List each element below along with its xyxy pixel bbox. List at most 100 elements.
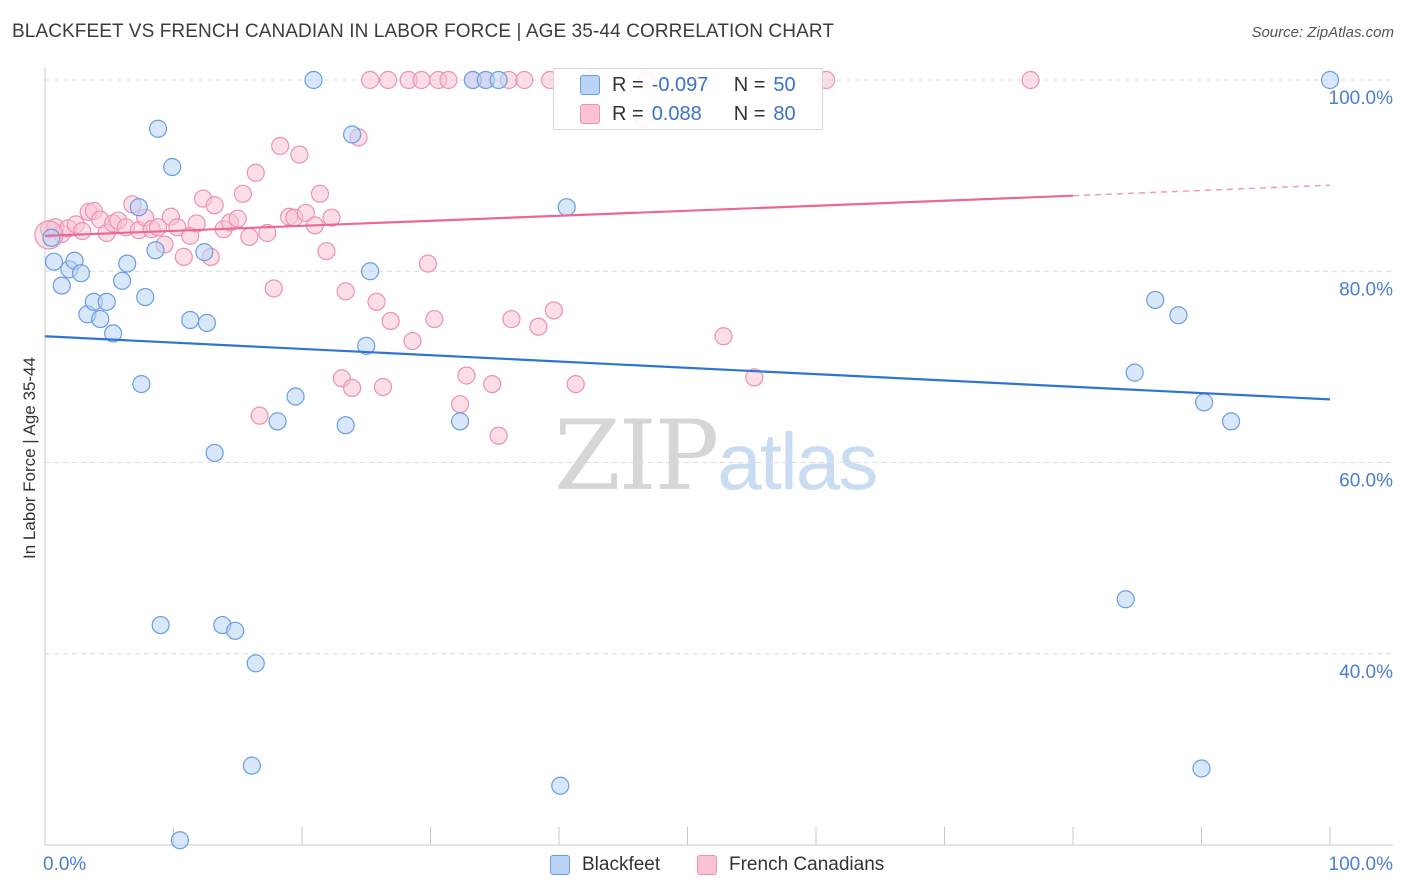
french-canadians-point: [361, 70, 380, 90]
french-canadians-point: [483, 374, 502, 394]
blackfeet-point: [163, 157, 182, 177]
blackfeet-point: [1125, 363, 1144, 382]
french-canadians-point: [515, 70, 534, 90]
blackfeet-point: [557, 198, 576, 217]
r-value: 0.088: [651, 102, 702, 125]
french-canadians-point: [425, 309, 444, 329]
french-canadians-point: [264, 279, 283, 298]
french-canadians-point: [502, 309, 521, 329]
watermark: ZIPatlas: [554, 400, 878, 512]
french-canadians-trend-line: [44, 194, 1074, 237]
french-canadians-trend-extension: [1072, 184, 1331, 197]
french-canadians-point: [457, 366, 476, 385]
blackfeet-point: [148, 119, 168, 138]
blackfeet-point: [97, 292, 116, 311]
r-label: R =: [612, 102, 644, 125]
blackfeet-point: [132, 374, 151, 394]
french-canadians-point: [322, 208, 341, 227]
french-canadians-point: [246, 163, 265, 182]
y-tick-label: 60.0%: [1339, 471, 1393, 492]
blackfeet-point: [181, 310, 200, 330]
french-canadians-point: [271, 136, 290, 156]
blackfeet-point: [1192, 759, 1211, 778]
blackfeet-point: [205, 443, 224, 463]
blackfeet-point: [118, 254, 137, 273]
french-canadians-point: [296, 203, 315, 223]
blackfeet-points: [42, 70, 1340, 850]
blackfeet-swatch: [550, 855, 570, 875]
blackfeet-point: [242, 756, 261, 775]
n-label: N =: [733, 73, 766, 96]
french-canadians-point: [310, 184, 330, 203]
legend-item-blackfeet[interactable]: Blackfeet: [550, 852, 660, 878]
french-canadians-point: [343, 378, 362, 398]
french-canadians-point: [317, 242, 336, 261]
blackfeet-point: [52, 276, 71, 295]
french-canadians-point: [544, 301, 563, 320]
stats-row-blackfeet: R = -0.097 N = 50: [554, 70, 796, 100]
legend-label: French Canadians: [729, 854, 885, 875]
french-canadians-swatch: [697, 855, 717, 875]
stats-legend: R = -0.097 N = 50 R = 0.088 N = 80: [553, 68, 823, 130]
legend-item-french-canadians[interactable]: French Canadians: [697, 852, 884, 878]
blackfeet-point: [104, 324, 123, 343]
n-label: N =: [733, 102, 766, 125]
french-canadians-swatch: [580, 104, 600, 124]
blackfeet-swatch: [580, 75, 600, 95]
watermark-zip: ZIP: [554, 400, 719, 512]
blackfeet-point: [1194, 393, 1214, 412]
blackfeet-point: [91, 309, 110, 329]
blackfeet-point: [1146, 290, 1165, 310]
y-tick-label: 40.0%: [1339, 662, 1393, 683]
french-canadians-point: [367, 292, 386, 311]
y-tick-label: 80.0%: [1339, 279, 1393, 300]
axes: [44, 68, 1393, 846]
french-canadians-point: [205, 196, 224, 215]
french-canadians-point: [714, 327, 733, 346]
blackfeet-point: [343, 125, 362, 144]
french-canadians-point: [745, 368, 764, 387]
blackfeet-point: [268, 412, 287, 431]
french-canadians-point: [378, 70, 398, 90]
blackfeet-point: [1221, 412, 1241, 431]
blackfeet-point: [226, 621, 245, 640]
french-canadians-point: [381, 311, 400, 331]
blackfeet-point: [42, 228, 61, 247]
french-canadians-point: [228, 209, 247, 228]
blackfeet-point: [551, 776, 570, 795]
french-canadians-point: [412, 70, 431, 90]
french-canadians-point: [418, 254, 438, 273]
blackfeet-point: [489, 70, 508, 90]
legend-label: Blackfeet: [582, 854, 661, 875]
blackfeet-point: [71, 264, 91, 283]
blackfeet-point: [304, 70, 323, 90]
blackfeet-point: [146, 241, 165, 260]
blackfeet-point: [129, 198, 148, 217]
blackfeet-point: [1169, 306, 1188, 325]
french-canadians-point: [290, 145, 309, 164]
blackfeet-point: [286, 387, 305, 406]
source-label: Source: ZipAtlas.com: [1251, 24, 1394, 41]
n-value: 50: [773, 73, 796, 96]
blackfeet-point: [151, 615, 170, 635]
y-tick-label: 100.0%: [1329, 88, 1394, 109]
french-canadians-point: [529, 317, 548, 336]
french-canadians-point: [174, 247, 193, 267]
blackfeet-point: [170, 831, 190, 850]
blackfeet-point: [1116, 590, 1135, 609]
blackfeet-point: [112, 271, 132, 290]
blackfeet-point: [361, 262, 380, 281]
french-canadians-point: [403, 331, 422, 351]
x-tick-label: 0.0%: [43, 854, 86, 875]
trend-lines: [44, 184, 1331, 401]
chart-title: BLACKFEET VS FRENCH CANADIAN IN LABOR FO…: [12, 21, 835, 42]
n-value: 80: [773, 102, 796, 125]
blackfeet-trend-line: [44, 335, 1331, 401]
blackfeet-point: [1320, 70, 1340, 90]
french-canadians-point: [73, 221, 92, 241]
legend: Blackfeet French Canadians: [0, 852, 1406, 878]
french-canadians-points: [34, 70, 1040, 445]
r-value: -0.097: [651, 73, 709, 96]
french-canadians-point: [233, 184, 252, 203]
